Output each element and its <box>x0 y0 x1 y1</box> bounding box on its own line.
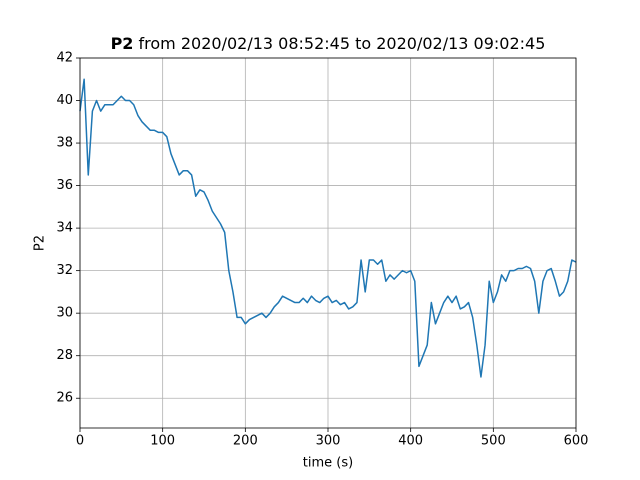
y-tick-label: 42 <box>56 51 73 66</box>
y-tick-label: 28 <box>56 348 73 363</box>
title-rest: from 2020/02/13 08:52:45 to 2020/02/13 0… <box>139 34 546 53</box>
chart-title: P2 from 2020/02/13 08:52:45 to 2020/02/1… <box>111 34 546 53</box>
x-tick-label: 500 <box>481 434 506 449</box>
x-tick-label: 0 <box>76 434 84 449</box>
title-bold: P2 <box>111 34 134 53</box>
x-tick-label: 600 <box>564 434 589 449</box>
y-axis-label: P2 <box>33 235 48 251</box>
y-tick-label: 40 <box>56 93 73 108</box>
x-tick-label: 200 <box>233 434 258 449</box>
y-tick-label: 30 <box>56 306 73 321</box>
y-tick-label: 26 <box>56 391 73 406</box>
data-line <box>79 78 577 378</box>
x-axis-label: time (s) <box>303 456 353 471</box>
y-tick-label: 32 <box>56 263 73 278</box>
y-tick-label: 34 <box>56 221 73 236</box>
y-tick-label: 36 <box>56 178 73 193</box>
x-tick-label: 400 <box>398 434 423 449</box>
x-tick-label: 100 <box>150 434 175 449</box>
plot-frame <box>79 57 577 429</box>
x-tick-label: 300 <box>316 434 341 449</box>
y-tick-label: 38 <box>56 136 73 151</box>
